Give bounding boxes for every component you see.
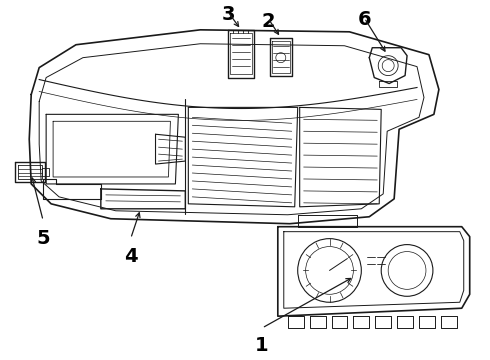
Text: 4: 4: [124, 247, 138, 266]
Text: 3: 3: [221, 5, 235, 24]
Text: 2: 2: [261, 12, 275, 31]
Text: 6: 6: [358, 10, 371, 29]
Text: 5: 5: [36, 229, 50, 248]
Text: 1: 1: [255, 336, 269, 355]
